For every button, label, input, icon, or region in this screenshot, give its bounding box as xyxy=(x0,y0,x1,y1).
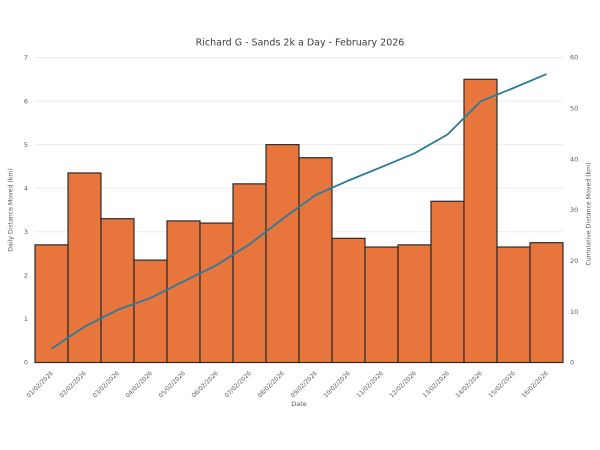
daily-bar-03/02/2026 xyxy=(100,218,135,364)
daily-bar-11/02/2026 xyxy=(364,246,399,364)
x-axis-title: Date xyxy=(291,400,307,408)
x-tick-label: 12/02/2026 xyxy=(389,370,419,400)
x-tick-label: 08/02/2026 xyxy=(257,370,287,400)
x-tick-label: 01/02/2026 xyxy=(26,370,56,400)
cumulative-line xyxy=(50,73,547,350)
y-tick-label-right: 30 xyxy=(570,206,578,214)
x-tick-label: 15/02/2026 xyxy=(488,370,518,400)
y-tick-label-right: 0 xyxy=(570,359,574,367)
daily-bar-10/02/2026 xyxy=(331,237,366,364)
x-tick-label: 02/02/2026 xyxy=(59,370,89,400)
x-tick-label: 09/02/2026 xyxy=(290,370,320,400)
x-tick-label: 06/02/2026 xyxy=(191,370,221,400)
daily-bar-13/02/2026 xyxy=(430,200,465,364)
x-tick-label: 10/02/2026 xyxy=(323,370,353,400)
daily-bar-07/02/2026 xyxy=(232,183,267,364)
y-tick-label-left: 1 xyxy=(24,315,28,323)
daily-bar-04/02/2026 xyxy=(133,259,168,364)
y-tick-label-right: 20 xyxy=(570,257,578,265)
y-tick-label-left: 3 xyxy=(24,228,28,236)
daily-bar-05/02/2026 xyxy=(166,220,201,364)
x-tick-label: 13/02/2026 xyxy=(422,370,452,400)
y-tick-label-right: 10 xyxy=(570,308,578,316)
daily-bar-16/02/2026 xyxy=(529,242,564,364)
y-tick-label-left: 0 xyxy=(24,359,28,367)
daily-bar-14/02/2026 xyxy=(463,78,498,364)
y-tick-label-right: 60 xyxy=(570,54,578,62)
x-tick-label: 04/02/2026 xyxy=(125,370,155,400)
y-tick-label-left: 2 xyxy=(24,272,28,280)
x-tick-label: 11/02/2026 xyxy=(356,370,386,400)
daily-bar-01/02/2026 xyxy=(34,244,69,364)
y-tick-label-right: 40 xyxy=(570,155,578,163)
y-tick-label-left: 6 xyxy=(24,97,28,105)
daily-bar-15/02/2026 xyxy=(496,246,531,364)
x-tick-label: 14/02/2026 xyxy=(455,370,485,400)
x-tick-label: 07/02/2026 xyxy=(224,370,254,400)
daily-bar-08/02/2026 xyxy=(265,144,300,364)
y-tick-label-right: 50 xyxy=(570,105,578,113)
y-tick-label-left: 7 xyxy=(24,54,28,62)
daily-bar-09/02/2026 xyxy=(298,157,333,364)
x-tick-label: 16/02/2026 xyxy=(521,370,551,400)
y-tick-label-left: 4 xyxy=(24,184,28,192)
daily-bar-12/02/2026 xyxy=(397,244,432,364)
x-tick-label: 05/02/2026 xyxy=(158,370,188,400)
chart-title: Richard G - Sands 2k a Day - February 20… xyxy=(195,37,405,49)
daily-bar-06/02/2026 xyxy=(199,222,234,364)
y-tick-label-left: 5 xyxy=(24,141,28,149)
x-tick-label: 03/02/2026 xyxy=(92,370,122,400)
